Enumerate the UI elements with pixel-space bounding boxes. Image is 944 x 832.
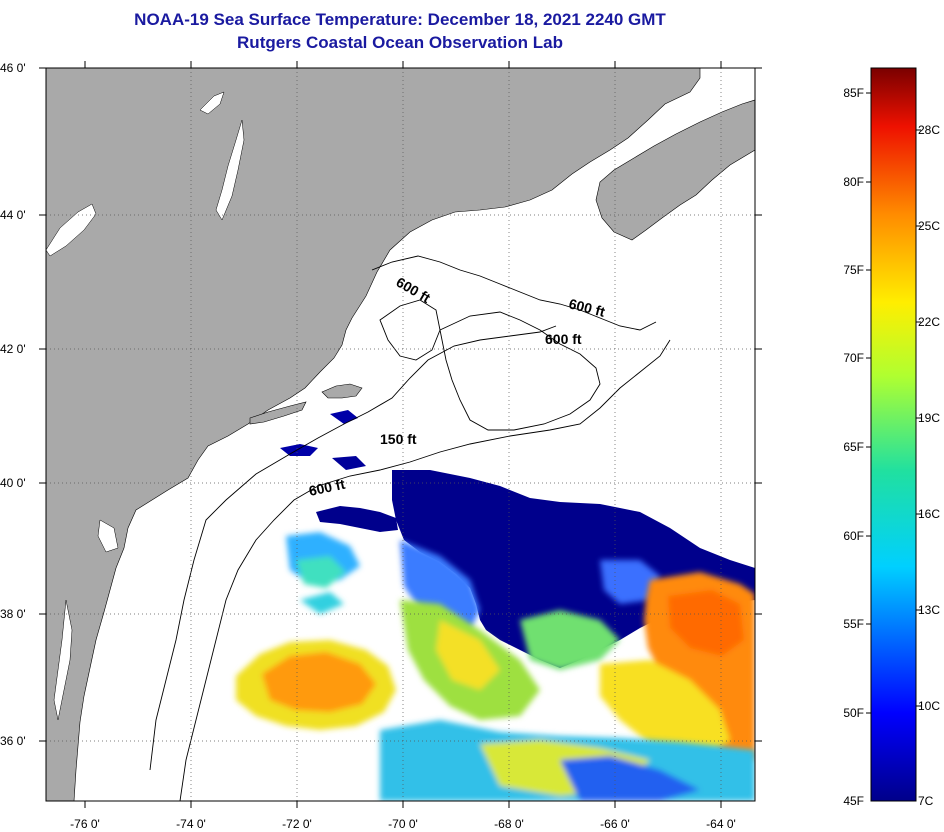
contour-label-600ft-3: 600 ft xyxy=(545,331,582,347)
cb-label-55f: 55F xyxy=(843,617,864,631)
cb-label-65f: 65F xyxy=(843,440,864,454)
lat-label-44: 44 0' xyxy=(0,208,26,222)
cyan-patch-west xyxy=(296,556,346,588)
lat-label-38: 38 0' xyxy=(0,607,26,621)
contour-150ft xyxy=(149,325,557,771)
land-nova-scotia xyxy=(595,99,755,241)
cold-water-band xyxy=(392,470,755,668)
lon-label-76: -76 0' xyxy=(70,817,100,831)
cb-label-75f: 75F xyxy=(843,263,864,277)
cb-label-85f: 85F xyxy=(843,86,864,100)
cb-label-80f: 80F xyxy=(843,175,864,189)
cb-label-45f: 45F xyxy=(843,794,864,808)
contour-label-600ft-4: 600 ft xyxy=(307,476,346,499)
cb-label-70f: 70F xyxy=(843,351,864,365)
warm-eddy-southwest-core xyxy=(262,652,376,712)
lon-label-70: -70 0' xyxy=(388,817,418,831)
cold-water-patch-1 xyxy=(280,444,318,456)
lon-label-74: -74 0' xyxy=(176,817,206,831)
cb-label-16c: 16C xyxy=(918,507,940,521)
contour-inner-shelf xyxy=(379,299,441,361)
lat-label-36: 36 0' xyxy=(0,734,26,748)
land-long-island xyxy=(249,401,307,425)
cb-label-50f: 50F xyxy=(843,706,864,720)
lake-champlain xyxy=(215,119,245,221)
cb-label-10c: 10C xyxy=(918,699,940,713)
delaware-bay xyxy=(97,519,119,553)
yellow-patch-south xyxy=(436,620,500,690)
contour-gulf-maine xyxy=(371,255,657,331)
lat-label-40: 40 0' xyxy=(0,476,26,490)
contour-label-150ft: 150 ft xyxy=(380,431,417,447)
cb-label-19c: 19C xyxy=(918,411,940,425)
lat-label-46: 46 0' xyxy=(0,61,26,75)
map-area: 600 ft 600 ft 600 ft 150 ft 600 ft xyxy=(46,68,755,801)
contour-600ft xyxy=(179,339,671,801)
lon-label-72: -72 0' xyxy=(282,817,312,831)
southern-band-blue xyxy=(560,756,700,801)
cb-label-25c: 25C xyxy=(918,219,940,233)
bathymetry-contours xyxy=(149,255,671,801)
sst-data xyxy=(236,410,755,801)
green-patch-east xyxy=(520,610,620,670)
cold-water-patch-3 xyxy=(332,456,366,470)
longitude-labels: -76 0' -74 0' -72 0' -70 0' -68 0' -66 0… xyxy=(70,817,736,831)
lat-label-42: 42 0' xyxy=(0,342,26,356)
cb-label-13c: 13C xyxy=(918,603,940,617)
colorbar-celsius-labels: 28C 25C 22C 19C 16C 13C 10C 7C xyxy=(918,123,940,808)
cb-label-60f: 60F xyxy=(843,529,864,543)
map-title: NOAA-19 Sea Surface Temperature: Decembe… xyxy=(134,10,666,29)
colorbar-gradient xyxy=(870,67,917,802)
lake-ontario xyxy=(46,203,97,257)
colorbar-fahrenheit-labels: 85F 80F 75F 70F 65F 60F 55F 50F 45F xyxy=(843,86,864,808)
gulf-stream-core xyxy=(668,590,744,656)
colorbar: 85F 80F 75F 70F 65F 60F 55F 50F 45F 28C … xyxy=(843,67,940,808)
map-frame xyxy=(45,67,756,802)
cyan-patch-south xyxy=(300,592,344,614)
cb-label-7c: 7C xyxy=(918,794,934,808)
tick-marks xyxy=(39,61,762,808)
latitude-labels: 46 0' 44 0' 42 0' 40 0' 38 0' 36 0' xyxy=(0,61,26,748)
cold-water-west xyxy=(316,506,398,532)
contour-georges-bank xyxy=(439,311,601,431)
land xyxy=(46,68,755,801)
cb-label-28c: 28C xyxy=(918,123,940,137)
chesapeake-bay xyxy=(53,599,73,721)
lon-label-64: -64 0' xyxy=(706,817,736,831)
map-subtitle: Rutgers Coastal Ocean Observation Lab xyxy=(237,33,563,52)
land-cape-cod xyxy=(321,383,363,399)
land-mainland xyxy=(46,68,701,801)
inland-water xyxy=(46,91,245,721)
lon-label-66: -66 0' xyxy=(600,817,630,831)
cb-label-22c: 22C xyxy=(918,315,940,329)
gulf-stream-yellow-edge xyxy=(600,660,730,760)
lake-small-1 xyxy=(199,91,225,115)
lon-label-68: -68 0' xyxy=(494,817,524,831)
